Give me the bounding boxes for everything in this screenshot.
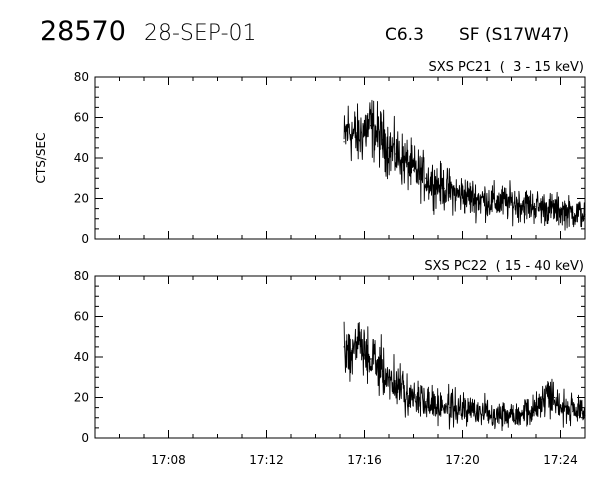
flare-class: C6.3: [385, 25, 424, 45]
data-point: [363, 129, 366, 131]
data-point: [400, 157, 402, 159]
data-point: [498, 413, 500, 415]
y-tick-label: 40: [74, 350, 89, 364]
data-point: [535, 409, 537, 411]
tick-group: 0 20 40 60 80 17:08 17:12 17:16 17:20 17:24: [74, 269, 586, 467]
y-axis-label: CTS/SEC: [34, 133, 48, 184]
y-tick-label: 20: [74, 391, 89, 405]
data-point: [347, 352, 349, 354]
data-point: [510, 413, 513, 415]
data-point: [461, 193, 464, 196]
data-point: [347, 127, 349, 129]
data-point: [351, 348, 353, 350]
data-point: [584, 214, 586, 216]
data-point: [382, 139, 384, 141]
data-point: [572, 411, 574, 413]
data-point: [437, 405, 439, 407]
data-marks: [343, 321, 586, 432]
data-point: [343, 141, 345, 143]
data-point: [510, 201, 513, 204]
panel-pc21: SXS PC21 ( 3 - 15 keV) CTS/SEC 0 20 40 60 80: [34, 60, 586, 246]
series-line: [343, 99, 586, 231]
data-point: [400, 388, 402, 390]
data-point: [498, 201, 500, 204]
y-tick-label: 60: [74, 310, 89, 324]
data-point: [584, 415, 586, 417]
data-point: [376, 364, 378, 366]
data-point: [425, 177, 427, 179]
data-point: [461, 409, 464, 411]
data-point: [547, 392, 549, 395]
y-tick-label: 0: [81, 431, 89, 445]
data-point: [351, 133, 353, 135]
data-point: [357, 137, 359, 139]
data-point: [425, 400, 427, 403]
data-point: [572, 212, 574, 214]
data-point: [455, 193, 457, 196]
tick-group: 0 20 40 60 80: [74, 70, 586, 246]
data-point: [553, 396, 555, 399]
data-point: [449, 407, 451, 409]
data-point: [449, 189, 451, 191]
y-tick-label: 40: [74, 151, 89, 165]
x-tick-label: 17:16: [347, 453, 382, 467]
data-point: [388, 376, 390, 378]
y-tick-label: 80: [74, 269, 89, 283]
data-point: [547, 208, 549, 210]
data-point: [559, 210, 562, 212]
data-point: [559, 405, 562, 407]
data-point: [437, 183, 439, 185]
data-point: [541, 398, 543, 401]
data-point: [406, 392, 408, 395]
data-point: [486, 411, 488, 413]
data-point: [394, 382, 396, 384]
data-point: [474, 197, 476, 200]
data-point: [363, 354, 366, 356]
panel-title: SXS PC22 ( 15 - 40 keV): [424, 259, 584, 274]
data-point: [376, 133, 378, 135]
y-tick-label: 60: [74, 111, 89, 125]
data-point: [486, 199, 488, 202]
x-tick-label: 17:12: [249, 453, 284, 467]
data-point: [357, 340, 359, 342]
x-tick-label: 17:24: [543, 453, 578, 467]
data-point: [412, 169, 415, 171]
panel-title: SXS PC21 ( 3 - 15 keV): [428, 60, 584, 75]
data-marks: [343, 99, 586, 231]
data-point: [523, 411, 525, 413]
data-point: [370, 125, 372, 127]
y-tick-label: 20: [74, 192, 89, 206]
data-point: [394, 153, 396, 155]
series-line: [343, 321, 586, 432]
plot-frame: [94, 76, 586, 240]
event-id: 28570: [40, 16, 126, 47]
x-tick-label: 17:08: [151, 453, 186, 467]
data-point: [431, 181, 433, 183]
x-tick-label: 17:20: [445, 453, 480, 467]
data-point: [535, 206, 537, 208]
event-date: 28-SEP-01: [144, 21, 257, 46]
data-point: [370, 358, 372, 360]
data-point: [406, 163, 408, 165]
panel-pc22: SXS PC22 ( 15 - 40 keV) 0 20 40 60 80 17:08 17…: [74, 259, 586, 467]
data-point: [343, 346, 345, 348]
data-point: [523, 203, 525, 206]
data-point: [443, 187, 445, 189]
data-point: [412, 396, 415, 399]
y-tick-label: 80: [74, 70, 89, 84]
data-point: [419, 173, 421, 175]
y-tick-label: 0: [81, 232, 89, 246]
flare-location: SF (S17W47): [459, 25, 569, 45]
data-point: [382, 370, 384, 372]
data-point: [388, 147, 390, 149]
data-point: [474, 411, 476, 413]
